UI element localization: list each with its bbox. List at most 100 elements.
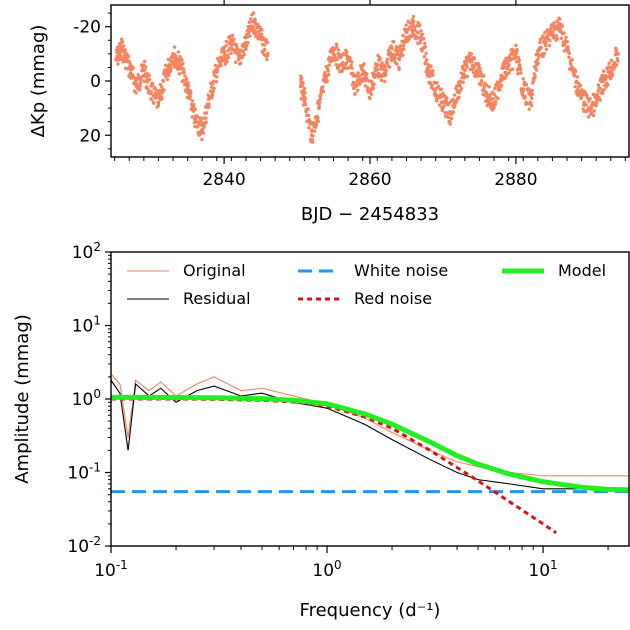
light-curve-point — [354, 74, 359, 78]
light-curve-point — [606, 83, 610, 87]
light-curve-point — [162, 88, 166, 92]
light-curve-x-axis-label: BJD − 2454833 — [301, 204, 439, 225]
light-curve-point — [195, 115, 200, 119]
light-curve-point — [534, 52, 538, 57]
light-curve-point — [401, 53, 405, 57]
light-curve-point — [219, 63, 223, 68]
light-curve-point — [327, 72, 331, 77]
light-curve-point — [183, 74, 187, 78]
light-curve-point — [251, 11, 256, 15]
light-curve-point — [598, 86, 602, 91]
light-curve-point — [248, 34, 252, 38]
light-curve-point — [121, 44, 126, 48]
light-curve-point — [446, 115, 450, 120]
light-curve-point — [596, 89, 600, 93]
light-curve-point — [233, 60, 238, 64]
light-curve-point — [442, 104, 446, 109]
light-curve-point — [451, 97, 455, 102]
light-curve-point — [464, 62, 469, 66]
light-curve-point — [192, 103, 196, 107]
light-curve-point — [388, 51, 393, 55]
light-curve-point — [420, 32, 425, 36]
spectrum-legend: Original Residual White noise Red noise Mode… — [127, 261, 606, 308]
spectrum-series — [111, 373, 629, 535]
light-curve-point — [256, 22, 260, 27]
light-curve-point — [220, 50, 224, 54]
light-curve-point — [397, 67, 401, 72]
spectrum-y-tick-label: 100 — [72, 387, 101, 410]
light-curve-point — [609, 58, 614, 63]
light-curve-point — [517, 58, 521, 62]
light-curve-point — [160, 96, 164, 101]
light-curve-point — [573, 69, 578, 73]
light-curve-point — [188, 94, 192, 99]
light-curve-point — [515, 48, 519, 53]
legend-label: Residual — [183, 289, 251, 308]
light-curve-point — [465, 65, 469, 69]
light-curve-point — [588, 97, 592, 101]
light-curve-point — [334, 42, 339, 47]
light-curve-point — [204, 111, 209, 115]
light-curve-point — [521, 87, 526, 92]
light-curve-point — [306, 107, 310, 111]
light-curve-y-axis-label: ΔKp (mmag) — [28, 25, 49, 138]
light-curve-point — [182, 70, 186, 74]
light-curve-point — [314, 123, 318, 127]
light-curve-point — [532, 78, 536, 82]
light-curve-point — [612, 60, 617, 65]
light-curve-point — [589, 106, 593, 111]
light-curve-point — [606, 65, 611, 69]
light-curve-point — [516, 55, 520, 60]
light-curve-point — [303, 102, 308, 107]
light-curve-point — [492, 106, 496, 110]
light-curve-point — [404, 23, 408, 27]
light-curve-point — [262, 47, 267, 52]
light-curve-point — [311, 134, 315, 138]
light-curve-point — [139, 78, 143, 82]
light-curve-point — [507, 71, 511, 75]
light-curve-point — [144, 65, 148, 69]
light-curve-point — [416, 31, 421, 35]
light-curve-point — [303, 91, 307, 95]
light-curve-point — [559, 36, 564, 40]
light-curve-point — [538, 40, 542, 45]
light-curve-point — [616, 59, 620, 63]
light-curve-point — [565, 39, 570, 44]
light-curve-point — [422, 54, 427, 59]
light-curve-point — [335, 45, 339, 49]
light-curve-point — [300, 84, 305, 88]
light-curve-point — [299, 76, 304, 81]
light-curve-point — [201, 131, 206, 135]
light-curve-point — [425, 58, 429, 62]
light-curve-points — [114, 11, 620, 144]
light-curve-point — [555, 37, 560, 41]
light-curve-point — [265, 54, 269, 58]
light-curve-point — [551, 32, 555, 36]
light-curve-point — [547, 43, 552, 48]
light-curve-point — [114, 58, 119, 62]
light-curve-point — [265, 40, 270, 45]
light-curve-point — [250, 20, 255, 24]
light-curve-point — [570, 58, 574, 62]
light-curve-point — [253, 19, 257, 24]
spectrum-x-tick-label: 101 — [528, 558, 557, 581]
light-curve-point — [593, 101, 598, 105]
light-curve-point — [411, 14, 416, 19]
light-curve-point — [236, 48, 241, 53]
light-curve-point — [527, 107, 531, 111]
light-curve-point — [394, 44, 399, 49]
light-curve-point — [317, 100, 322, 105]
light-curve-point — [562, 31, 566, 35]
light-curve-point — [486, 96, 490, 100]
light-curve-point — [180, 58, 184, 62]
light-curve-point — [378, 57, 382, 61]
light-curve-point — [148, 91, 153, 96]
light-curve-point — [579, 96, 583, 101]
light-curve-point — [247, 29, 252, 33]
light-curve-point — [493, 102, 498, 106]
light-curve-point — [244, 47, 248, 51]
light-curve-point — [316, 116, 320, 120]
light-curve-point — [436, 84, 441, 89]
light-curve-point — [607, 61, 611, 65]
